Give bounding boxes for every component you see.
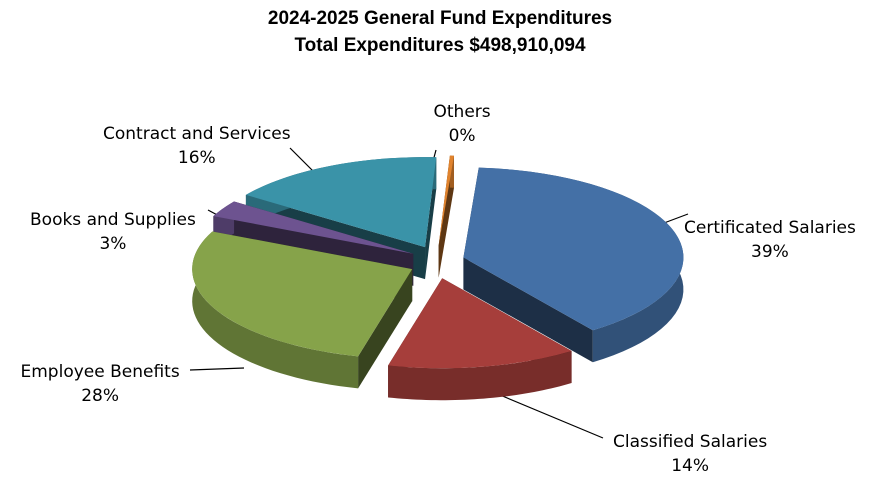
slice-label-value: 39% bbox=[751, 242, 789, 262]
slice-label-value: 16% bbox=[177, 148, 216, 168]
pie-slice-employee-benefits bbox=[192, 231, 413, 389]
slice-label-value: 0% bbox=[448, 126, 476, 146]
pie-slice-classified-salaries bbox=[388, 278, 572, 401]
leader-line bbox=[189, 367, 245, 371]
slice-label-name: Employee Benefits bbox=[20, 362, 180, 382]
chart-title: 2024-2025 General Fund Expenditures bbox=[267, 8, 613, 29]
pie-slice-certificated-salaries bbox=[463, 167, 684, 363]
leader-line bbox=[499, 394, 604, 439]
slice-label: Classified Salaries 14% bbox=[613, 430, 767, 478]
slice-label: Contract and Services 16% bbox=[103, 122, 291, 170]
slice-label: Certificated Salaries 39% bbox=[684, 216, 856, 264]
slice-label-name: Certificated Salaries bbox=[684, 218, 856, 238]
slice-label: Books and Supplies 3% bbox=[30, 208, 196, 256]
slice-label-value: 28% bbox=[81, 386, 119, 406]
pie-slice-others bbox=[438, 155, 455, 278]
slice-label-name: Contract and Services bbox=[103, 124, 291, 144]
slice-label-name: Books and Supplies bbox=[30, 210, 196, 230]
chart-subtitle: Total Expenditures $498,910,094 bbox=[294, 35, 586, 56]
slice-label-value: 14% bbox=[671, 456, 709, 476]
slice-label-value: 3% bbox=[99, 234, 127, 254]
slice-label: Others 0% bbox=[434, 100, 491, 148]
slice-label-name: Classified Salaries bbox=[613, 432, 768, 452]
slice-label: Employee Benefits 28% bbox=[21, 360, 180, 408]
slice-label-name: Others bbox=[433, 102, 491, 122]
